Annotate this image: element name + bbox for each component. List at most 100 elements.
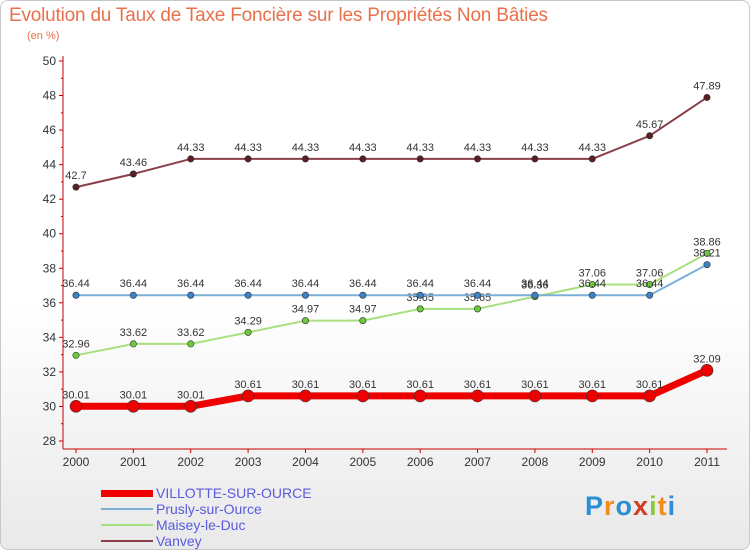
data-label-vanvey: 43.46 — [120, 157, 148, 169]
y-tick-label: 30 — [43, 399, 57, 413]
data-label-prusly-sur-ource: 36.44 — [349, 278, 377, 290]
legend-label: Vanvey — [156, 533, 202, 549]
data-label-prusly-sur-ource: 36.44 — [406, 278, 434, 290]
y-tick-label: 46 — [43, 123, 57, 137]
logo-letter: x — [633, 491, 650, 521]
data-label-vanvey: 44.33 — [292, 142, 320, 154]
data-label-prusly-sur-ource: 36.44 — [464, 278, 492, 290]
data-point-prusly-sur-ource — [72, 291, 80, 299]
data-label-maisey-le-duc: 37.06 — [636, 268, 664, 280]
x-tick-label: 2011 — [694, 455, 720, 469]
data-label-maisey-le-duc: 38.86 — [693, 236, 721, 248]
data-point-villotte-sur-ource — [585, 389, 599, 403]
legend-swatch — [101, 508, 153, 510]
data-point-prusly-sur-ource — [474, 291, 482, 299]
data-point-maisey-le-duc — [474, 305, 482, 313]
data-point-prusly-sur-ource — [531, 291, 539, 299]
logo-letter: i — [667, 491, 677, 521]
legend-label: Maisey-le-Duc — [156, 517, 246, 533]
y-tick-label: 32 — [43, 365, 57, 379]
data-label-maisey-le-duc: 36.36 — [521, 280, 549, 292]
data-label-maisey-le-duc: 34.29 — [234, 315, 262, 327]
data-point-prusly-sur-ource — [129, 291, 137, 299]
data-point-villotte-sur-ource — [127, 399, 140, 413]
data-point-vanvey — [301, 155, 309, 163]
data-point-vanvey — [474, 155, 482, 163]
data-label-villotte-sur-ource: 30.61 — [234, 379, 262, 391]
data-point-prusly-sur-ource — [301, 291, 309, 299]
data-label-villotte-sur-ource: 30.61 — [521, 379, 549, 391]
chart-title: Evolution du Taux de Taxe Foncière sur l… — [9, 5, 548, 26]
data-point-villotte-sur-ource — [184, 399, 198, 413]
logo-letter: r — [604, 491, 616, 521]
data-point-maisey-le-duc — [646, 281, 654, 289]
legend-label: Prusly-sur-Ource — [156, 501, 262, 517]
data-label-prusly-sur-ource: 36.44 — [579, 278, 607, 290]
data-point-vanvey — [646, 132, 654, 140]
data-label-vanvey: 44.33 — [234, 142, 262, 154]
data-label-maisey-le-duc: 32.96 — [62, 338, 90, 350]
data-point-vanvey — [531, 155, 539, 163]
data-point-vanvey — [129, 170, 137, 178]
data-point-villotte-sur-ource — [471, 389, 484, 403]
y-tick-label: 38 — [43, 261, 57, 275]
x-tick-label: 2009 — [579, 455, 606, 469]
data-point-maisey-le-duc — [359, 317, 367, 325]
data-point-villotte-sur-ource — [700, 364, 714, 377]
data-label-prusly-sur-ource: 36.44 — [62, 278, 90, 290]
x-tick-label: 2007 — [464, 455, 491, 469]
data-point-vanvey — [359, 155, 367, 163]
y-tick-label: 42 — [43, 192, 57, 206]
data-label-maisey-le-duc: 34.97 — [292, 304, 320, 316]
data-label-vanvey: 45.67 — [636, 119, 664, 131]
legend-swatch — [101, 489, 153, 497]
data-label-prusly-sur-ource: 36.44 — [292, 278, 320, 290]
data-label-prusly-sur-ource: 38.21 — [693, 248, 721, 260]
data-point-maisey-le-duc — [588, 281, 596, 289]
logo-letter: o — [615, 491, 634, 521]
data-point-maisey-le-duc — [72, 351, 80, 359]
data-label-vanvey: 42.7 — [65, 170, 86, 182]
x-tick-label: 2005 — [349, 455, 376, 469]
data-point-prusly-sur-ource — [416, 291, 424, 299]
data-point-prusly-sur-ource — [187, 291, 195, 299]
data-label-villotte-sur-ource: 32.09 — [693, 353, 721, 365]
x-tick-label: 2001 — [120, 455, 147, 469]
data-point-prusly-sur-ource — [588, 291, 596, 299]
data-label-maisey-le-duc: 33.62 — [177, 327, 205, 339]
logo-letter: t — [657, 491, 668, 521]
data-label-villotte-sur-ource: 30.61 — [406, 379, 434, 391]
x-tick-label: 2002 — [177, 455, 204, 469]
data-point-vanvey — [703, 93, 711, 101]
data-point-maisey-le-duc — [703, 249, 711, 257]
data-label-villotte-sur-ource: 30.01 — [177, 389, 205, 401]
data-point-maisey-le-duc — [244, 328, 252, 336]
data-point-villotte-sur-ource — [643, 389, 656, 403]
x-tick-label: 2004 — [292, 455, 319, 469]
logo-letter: i — [649, 491, 658, 521]
data-label-vanvey: 44.33 — [406, 142, 434, 154]
data-label-prusly-sur-ource: 36.44 — [234, 278, 262, 290]
series-line-vanvey — [75, 96, 708, 189]
data-label-vanvey: 44.33 — [177, 142, 205, 154]
data-label-maisey-le-duc: 37.06 — [579, 268, 607, 280]
data-point-villotte-sur-ource — [69, 399, 83, 413]
data-label-maisey-le-duc: 34.97 — [349, 304, 377, 316]
data-label-villotte-sur-ource: 30.61 — [579, 379, 607, 391]
data-point-vanvey — [187, 155, 195, 163]
data-point-vanvey — [72, 183, 80, 191]
data-label-villotte-sur-ource: 30.61 — [349, 379, 377, 391]
y-tick-label: 50 — [43, 54, 57, 68]
data-point-maisey-le-duc — [187, 340, 195, 348]
data-point-maisey-le-duc — [301, 317, 309, 325]
series-line-villotte-sur-ource — [72, 366, 711, 410]
x-tick-label: 2006 — [407, 455, 434, 469]
data-label-vanvey: 44.33 — [521, 142, 549, 154]
data-label-prusly-sur-ource: 36.44 — [177, 278, 205, 290]
x-tick-label: 2008 — [522, 455, 549, 469]
unit-label: (en %) — [27, 30, 60, 42]
data-label-prusly-sur-ource: 36.44 — [120, 278, 148, 290]
data-label-maisey-le-duc: 33.62 — [120, 327, 148, 339]
